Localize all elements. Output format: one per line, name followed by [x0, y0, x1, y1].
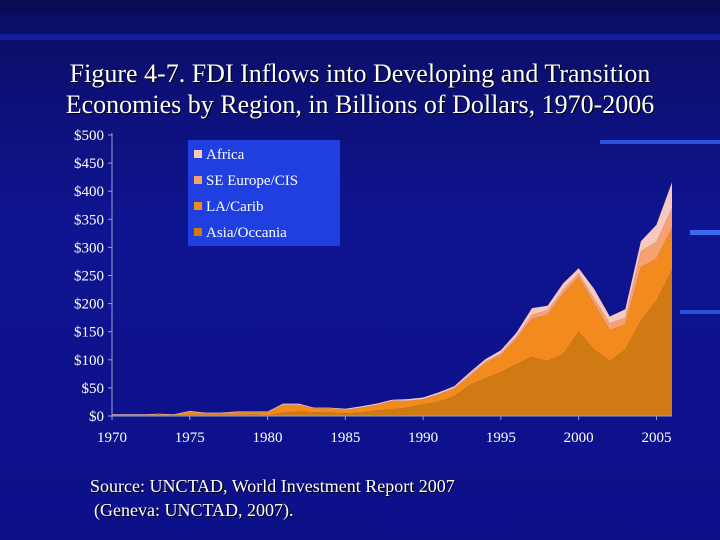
area-series-la-carib	[112, 227, 672, 416]
chart-title: Figure 4-7. FDI Inflows into Developing …	[20, 58, 700, 120]
legend-label: Africa	[206, 147, 245, 163]
source-note: Source: UNCTAD, World Investment Report …	[90, 474, 610, 522]
x-tick-label: 1975	[175, 430, 205, 446]
y-tick-label: $250	[74, 269, 104, 285]
decorative-stripe	[690, 230, 720, 235]
legend-swatch	[194, 176, 202, 184]
y-tick-label: $350	[74, 212, 104, 228]
y-tick-label: $100	[74, 353, 104, 369]
source-line-1: Source: UNCTAD, World Investment Report …	[90, 476, 455, 496]
y-tick-label: $150	[74, 325, 104, 341]
legend-swatch	[194, 202, 202, 210]
area-series-asia-occania	[112, 269, 672, 416]
legend-swatch	[194, 228, 202, 236]
decorative-stripe	[0, 0, 720, 14]
x-tick-label: 1980	[253, 430, 283, 446]
x-tick-label: 2000	[564, 430, 594, 446]
x-tick-label: 1995	[486, 430, 516, 446]
y-tick-label: $200	[74, 297, 104, 313]
y-tick-label: $50	[82, 381, 105, 397]
y-tick-label: $500	[74, 128, 104, 144]
decorative-stripe	[680, 310, 720, 314]
chart-title-line-2: Economies by Region, in Billions of Doll…	[65, 90, 655, 119]
y-tick-label: $450	[74, 156, 104, 172]
source-line-2: (Geneva: UNCTAD, 2007).	[94, 500, 294, 520]
x-tick-label: 2005	[641, 430, 671, 446]
y-tick-label: $400	[74, 184, 104, 200]
legend-label: SE Europe/CIS	[206, 173, 298, 189]
y-tick-label: $300	[74, 240, 104, 256]
chart-title-line-1: Figure 4-7. FDI Inflows into Developing …	[69, 59, 651, 88]
legend-swatch	[194, 150, 202, 158]
decorative-stripe	[0, 34, 720, 40]
legend-label: Asia/Occania	[206, 225, 287, 241]
decorative-stripe	[600, 140, 720, 144]
y-tick-label: $0	[89, 409, 104, 425]
x-tick-label: 1985	[330, 430, 360, 446]
x-tick-label: 1970	[97, 430, 127, 446]
legend-label: LA/Carib	[206, 199, 264, 215]
legend-box	[188, 140, 340, 246]
x-tick-label: 1990	[408, 430, 438, 446]
